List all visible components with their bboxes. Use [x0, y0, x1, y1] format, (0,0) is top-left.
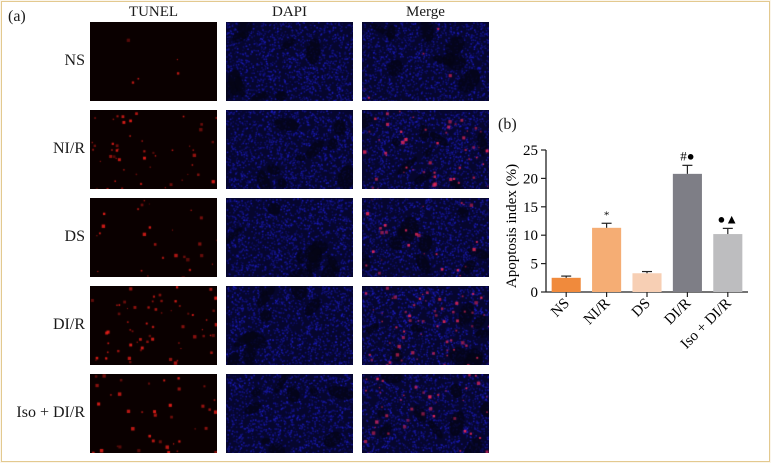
y-tick-label: 20 [523, 171, 538, 187]
merge-micrograph [362, 110, 489, 189]
significance-marker: ●▲ [717, 211, 738, 226]
x-tick-label: DS [629, 296, 654, 321]
merge-micrograph [362, 374, 489, 453]
bar-4 [672, 173, 702, 292]
significance-marker: * [604, 209, 610, 221]
tunel-micrograph [90, 110, 217, 189]
row-label-dir: DI/R [53, 316, 85, 333]
column-header-merge: Merge [406, 4, 445, 20]
y-tick-label: 0 [531, 285, 539, 301]
bar-5 [713, 234, 743, 292]
dapi-micrograph [226, 286, 353, 365]
tunel-micrograph [90, 286, 217, 365]
column-header-tunel: TUNEL [128, 4, 179, 20]
chart-bars: * #● ●▲ [551, 148, 743, 292]
dapi-micrograph [226, 22, 353, 101]
panel-a-label: (a) [8, 8, 26, 25]
dapi-micrograph [226, 374, 353, 453]
dapi-micrograph [226, 198, 353, 277]
tunel-micrograph [90, 22, 217, 101]
y-tick-label: 15 [523, 200, 538, 216]
column-header-dapi: DAPI [271, 4, 307, 20]
x-tick-label: DI/R [662, 296, 695, 329]
bar-3 [632, 273, 662, 292]
row-label-nir: NI/R [53, 140, 85, 157]
significance-marker: #● [680, 148, 694, 163]
panel-b-label: (b) [498, 116, 517, 133]
tunel-micrograph [90, 374, 217, 453]
merge-micrograph [362, 198, 489, 277]
merge-micrograph [362, 286, 489, 365]
dapi-micrograph [226, 110, 353, 189]
bar-2 [592, 227, 622, 292]
row-label-iso-dir: Iso + DI/R [16, 404, 85, 421]
x-tick-label: NS [548, 296, 573, 321]
y-tick-label: 5 [531, 257, 539, 273]
row-label-ns: NS [64, 52, 85, 69]
y-tick-label: 10 [523, 228, 538, 244]
bar-1 [551, 277, 581, 292]
y-tick-label: 25 [523, 143, 538, 159]
y-axis-label: Apoptosis index (%) [504, 164, 520, 288]
merge-micrograph [362, 22, 489, 101]
row-label-ds: DS [64, 228, 85, 245]
x-tick-label: NI/R [581, 296, 614, 329]
tunel-micrograph [90, 198, 217, 277]
